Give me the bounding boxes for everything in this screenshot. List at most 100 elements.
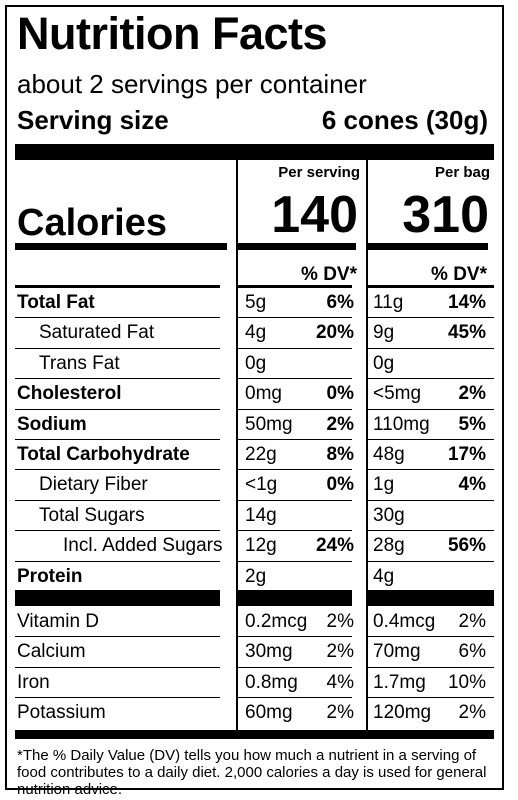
nutrient-name: Total Fat	[17, 292, 95, 313]
row-divider-label-col	[15, 347, 220, 349]
row-divider-label-col	[15, 408, 220, 410]
nutrient-bag-amount: 28g	[373, 535, 405, 557]
vitamin-divider-serving-col	[238, 666, 352, 668]
nutrient-name: Sodium	[17, 413, 87, 435]
row-divider-label-col	[15, 317, 220, 319]
dv-header-serving: % DV*	[301, 264, 357, 285]
nutrient-serving-amount: 2g	[245, 565, 267, 587]
nutrient-bag-amount: 1g	[373, 474, 395, 496]
nutrient-serving-amount: 50mg	[245, 413, 293, 435]
dv-header-divider-bag-col	[368, 285, 494, 288]
nutrient-name: Incl. Added Sugars	[63, 535, 223, 557]
nutrient-bag-amount: 110mg	[373, 413, 430, 435]
label-title: Nutrition Facts	[17, 8, 328, 59]
nutrient-bag-dv: 14%	[447, 292, 486, 313]
row-divider-bag-col	[368, 530, 494, 532]
row-divider-serving-col	[238, 378, 352, 380]
nutrient-serving-amount: 0g	[245, 352, 267, 374]
nutrient-name: Dietary Fiber	[39, 474, 148, 496]
per-bag-header: Per bag	[434, 164, 490, 181]
row-divider-bag-col	[368, 499, 494, 501]
vitamin-bag-amount: 120mg	[373, 702, 432, 724]
nutrient-bag-amount: 0g	[373, 352, 395, 374]
row-divider-label-col	[15, 469, 220, 471]
nutrient-serving-dv: 0%	[326, 383, 354, 405]
row-divider-bag-col	[368, 378, 494, 380]
row-divider-bag-col	[368, 439, 494, 440]
dv-header-divider-serving-col	[238, 285, 352, 288]
vitamin-divider-serving-col	[238, 697, 352, 699]
row-divider-serving-col	[238, 408, 352, 410]
nutrient-serving-dv: 8%	[326, 444, 354, 465]
vitamin-divider-label-col	[15, 636, 220, 638]
nutrient-name: Cholesterol	[17, 383, 122, 405]
vitamin-serving-dv: 2%	[326, 611, 354, 632]
serving-size-value: 6 cones (30g)	[321, 105, 488, 135]
row-divider-bag-col	[368, 469, 494, 471]
row-divider-label-col	[15, 560, 220, 562]
calories-bar-label	[15, 243, 227, 250]
nutrient-serving-amount: 0mg	[245, 383, 282, 405]
vitamin-serving-dv: 2%	[326, 702, 354, 724]
vitamin-serving-amount: 0.8mg	[245, 671, 298, 693]
row-divider-serving-col	[238, 530, 352, 532]
nutrient-bag-dv: 17%	[447, 444, 486, 465]
nutrient-bag-dv: 56%	[447, 535, 486, 557]
vitamin-bag-dv: 2%	[458, 702, 486, 724]
vitamin-bag-amount: 70mg	[373, 641, 421, 663]
nutrient-serving-dv: 20%	[315, 322, 354, 344]
vitamin-name: Iron	[17, 671, 50, 693]
row-divider-label-col	[15, 499, 220, 501]
vitamin-bag-dv: 2%	[458, 611, 486, 632]
per-serving-header: Per serving	[278, 164, 360, 181]
vitamin-serving-dv: 4%	[326, 671, 354, 693]
nutrient-bag-amount: 11g	[373, 292, 404, 313]
vitamin-divider-label-col	[15, 666, 220, 668]
row-divider-serving-col	[238, 347, 352, 349]
vitamin-divider-bag-col	[368, 697, 494, 699]
vitamin-divider-serving-col	[238, 636, 352, 638]
nutrient-serving-amount: 14g	[245, 504, 277, 526]
thick-divider-bottom	[15, 730, 494, 739]
vitamin-serving-amount: 30mg	[245, 641, 293, 663]
row-divider-serving-col	[238, 317, 352, 319]
vitamin-bag-amount: 1.7mg	[373, 671, 426, 693]
nutrient-serving-amount: 5g	[245, 292, 267, 313]
nutrient-serving-dv: 2%	[326, 413, 354, 435]
nutrient-serving-dv: 6%	[326, 292, 354, 313]
calories-bar-serving	[238, 243, 356, 250]
thick-divider-protein	[238, 590, 352, 606]
row-divider-bag-col	[368, 408, 494, 410]
row-divider-bag-col	[368, 347, 494, 349]
nutrient-bag-amount: <5mg	[373, 383, 422, 405]
nutrient-bag-dv: 5%	[458, 413, 486, 435]
nutrition-label: Nutrition Facts about 2 servings per con…	[5, 5, 504, 798]
servings-per-container: about 2 servings per container	[17, 69, 367, 99]
vitamin-name: Vitamin D	[17, 611, 100, 632]
dv-header-divider-label-col	[15, 285, 220, 288]
nutrient-serving-amount: 4g	[245, 322, 267, 344]
serving-size-label: Serving size	[17, 105, 169, 135]
row-divider-serving-col	[238, 560, 352, 562]
nutrient-bag-amount: 9g	[373, 322, 395, 344]
dv-header-bag: % DV*	[431, 264, 487, 285]
row-divider-label-col	[15, 378, 220, 380]
vitamin-name: Calcium	[17, 641, 86, 663]
nutrient-name: Trans Fat	[39, 352, 120, 374]
thick-divider-protein	[15, 590, 220, 606]
vitamin-name: Potassium	[17, 702, 106, 724]
thick-divider-top	[15, 144, 494, 160]
nutrient-name: Total Sugars	[39, 504, 145, 526]
vitamin-bag-dv: 6%	[458, 641, 486, 663]
vitamin-serving-dv: 2%	[326, 641, 354, 663]
nutrient-bag-amount: 30g	[373, 504, 405, 526]
nutrient-serving-amount: 22g	[245, 444, 277, 465]
nutrient-bag-amount: 4g	[373, 565, 395, 587]
nutrient-name: Total Carbohydrate	[17, 444, 190, 465]
calories-per-bag: 310	[402, 186, 489, 244]
nutrient-serving-dv: 0%	[326, 474, 354, 496]
row-divider-serving-col	[238, 499, 352, 501]
vitamin-divider-label-col	[15, 697, 220, 699]
row-divider-bag-col	[368, 560, 494, 562]
nutrient-bag-amount: 48g	[373, 444, 405, 465]
